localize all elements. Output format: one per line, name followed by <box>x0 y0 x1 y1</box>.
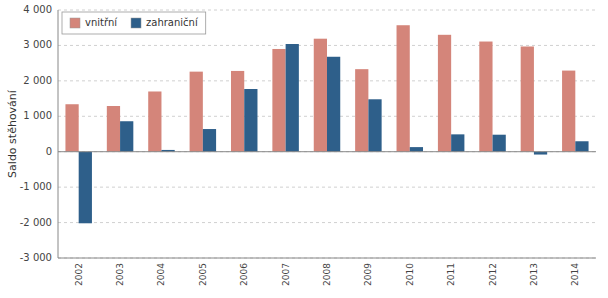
x-axis: 2002 2003 2004 2005 2006 2007 2008 2009 2010 2011… <box>74 263 581 286</box>
bar <box>355 69 368 152</box>
x-tick-label: 2011 <box>446 263 456 286</box>
y-tick-label: 2 000 <box>23 75 52 86</box>
x-tick-label: 2008 <box>322 263 332 286</box>
x-tick-label: 2012 <box>488 263 498 286</box>
bar <box>231 71 244 152</box>
y-axis-line <box>58 10 59 258</box>
legend-swatch <box>70 18 80 28</box>
y-axis-label: Saldo stěhování <box>6 89 19 178</box>
bar <box>272 49 285 152</box>
bar <box>314 39 327 152</box>
bar <box>148 91 161 151</box>
x-tick-label: 2010 <box>405 263 415 286</box>
bar <box>479 42 492 152</box>
bar <box>410 147 423 152</box>
grid-line <box>58 10 596 11</box>
bar <box>327 57 340 152</box>
y-tick-label: -2 000 <box>20 217 52 228</box>
legend-label: zahraniční <box>146 17 199 28</box>
grid-line <box>58 187 596 188</box>
chart: -3 000 -2 000 -1 000 0 1 000 2 000 3 000 4 000 S… <box>0 0 608 298</box>
legend-swatch <box>131 18 141 28</box>
y-tick-label: -3 000 <box>20 252 52 263</box>
bar <box>190 72 203 152</box>
chart-container: -3 000 -2 000 -1 000 0 1 000 2 000 3 000 4 000 S… <box>0 0 608 298</box>
x-tick-label: 2005 <box>198 263 208 286</box>
bar <box>244 89 257 152</box>
y-axis: -3 000 -2 000 -1 000 0 1 000 2 000 3 000 4 000 <box>20 4 52 263</box>
y-tick-label: 1 000 <box>23 110 52 121</box>
x-tick-label: 2007 <box>281 263 291 286</box>
bar <box>368 99 381 151</box>
bar <box>451 134 464 151</box>
x-tick-label: 2014 <box>570 263 580 286</box>
bar <box>79 152 92 224</box>
grid <box>58 10 596 258</box>
x-tick-label: 2004 <box>156 263 166 286</box>
legend-label: vnitřní <box>85 17 118 28</box>
x-axis-line <box>58 258 596 259</box>
x-tick-label: 2006 <box>239 263 249 286</box>
y-tick-label: 4 000 <box>23 4 52 15</box>
x-tick-label: 2009 <box>363 263 373 286</box>
bar <box>493 135 506 152</box>
legend: vnitřní zahraniční <box>62 12 206 34</box>
bar <box>107 106 120 152</box>
x-tick-label: 2013 <box>529 263 539 286</box>
x-tick-label: 2002 <box>74 263 84 286</box>
bar <box>562 71 575 152</box>
y-tick-label: 3 000 <box>23 39 52 50</box>
bar <box>575 141 588 151</box>
bar <box>397 25 410 151</box>
bar <box>438 35 451 152</box>
bar <box>203 129 216 152</box>
bar <box>65 104 78 151</box>
bar <box>521 46 534 151</box>
grid-line <box>58 222 596 223</box>
legend-box <box>62 12 206 34</box>
zero-line <box>58 151 596 152</box>
y-tick-label: 0 <box>46 146 52 157</box>
x-tick-label: 2003 <box>115 263 125 286</box>
bar <box>286 44 299 152</box>
grid-line <box>58 151 596 152</box>
grid-line <box>58 258 596 259</box>
y-tick-label: -1 000 <box>20 181 52 192</box>
bar <box>120 121 133 151</box>
bars <box>65 25 588 223</box>
